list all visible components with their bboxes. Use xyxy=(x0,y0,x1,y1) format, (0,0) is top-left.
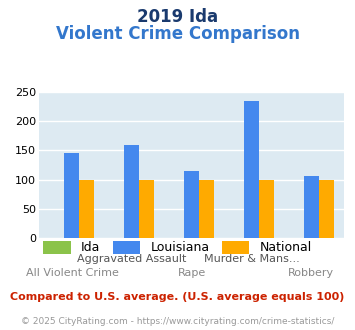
Bar xyxy=(80,180,94,238)
Text: Murder & Mans...: Murder & Mans... xyxy=(204,254,299,264)
Bar xyxy=(124,145,139,238)
Bar xyxy=(65,153,80,238)
Text: All Violent Crime: All Violent Crime xyxy=(26,268,119,278)
Bar xyxy=(139,180,154,238)
Bar xyxy=(184,171,199,238)
Text: © 2025 CityRating.com - https://www.cityrating.com/crime-statistics/: © 2025 CityRating.com - https://www.city… xyxy=(21,317,334,326)
Bar xyxy=(244,101,259,238)
Text: Robbery: Robbery xyxy=(288,268,334,278)
Text: Aggravated Assault: Aggravated Assault xyxy=(77,254,186,264)
Legend: Ida, Louisiana, National: Ida, Louisiana, National xyxy=(38,236,317,259)
Text: 2019 Ida: 2019 Ida xyxy=(137,8,218,26)
Text: Violent Crime Comparison: Violent Crime Comparison xyxy=(55,25,300,43)
Bar xyxy=(319,180,334,238)
Text: Rape: Rape xyxy=(178,268,206,278)
Bar xyxy=(199,180,214,238)
Text: Compared to U.S. average. (U.S. average equals 100): Compared to U.S. average. (U.S. average … xyxy=(10,292,345,302)
Bar xyxy=(259,180,274,238)
Bar xyxy=(304,176,319,238)
